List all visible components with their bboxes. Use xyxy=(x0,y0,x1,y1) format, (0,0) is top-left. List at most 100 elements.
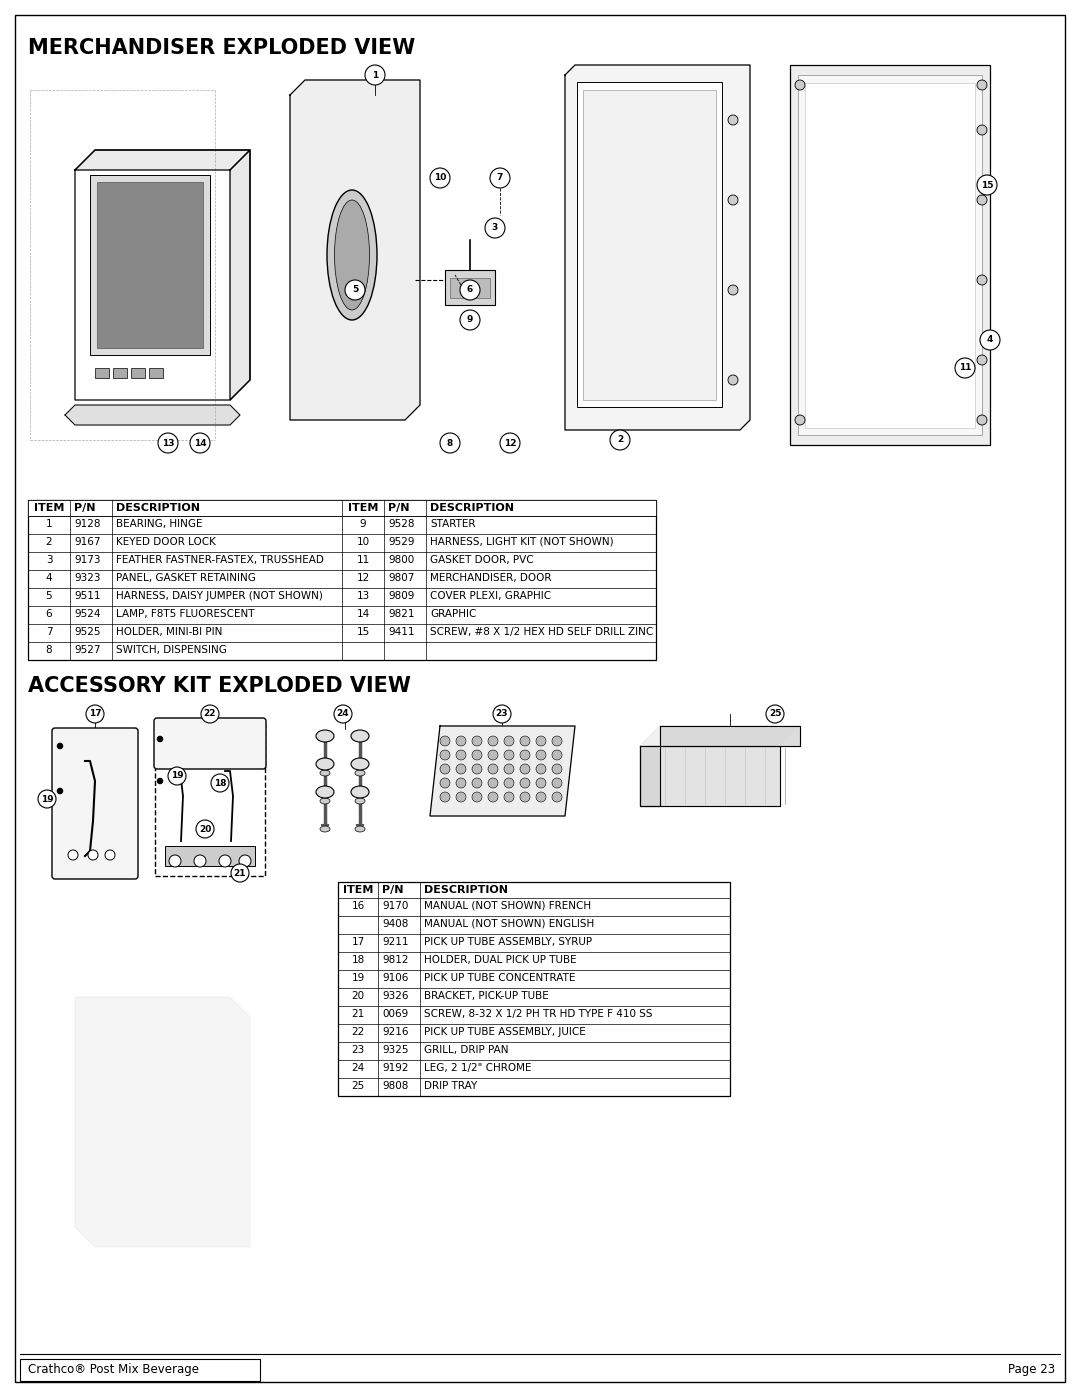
Text: 15: 15 xyxy=(356,627,369,637)
Text: 25: 25 xyxy=(769,710,781,718)
Ellipse shape xyxy=(327,190,377,320)
Circle shape xyxy=(728,196,738,205)
Text: MERCHANDISER EXPLODED VIEW: MERCHANDISER EXPLODED VIEW xyxy=(28,38,415,59)
Text: LEG, 2 1/2" CHROME: LEG, 2 1/2" CHROME xyxy=(424,1063,531,1073)
Circle shape xyxy=(440,736,450,746)
Circle shape xyxy=(456,764,465,774)
Text: 18: 18 xyxy=(351,956,365,965)
Text: 22: 22 xyxy=(351,1027,365,1037)
Text: GASKET DOOR, PVC: GASKET DOOR, PVC xyxy=(430,555,534,564)
Text: 9192: 9192 xyxy=(382,1063,408,1073)
Text: 9821: 9821 xyxy=(388,609,415,619)
Circle shape xyxy=(536,764,546,774)
Text: 10: 10 xyxy=(434,173,446,183)
Polygon shape xyxy=(565,66,750,430)
Circle shape xyxy=(456,736,465,746)
Text: 9323: 9323 xyxy=(75,573,100,583)
Text: 12: 12 xyxy=(503,439,516,447)
Circle shape xyxy=(38,789,56,807)
Text: 1: 1 xyxy=(45,520,52,529)
Circle shape xyxy=(440,433,460,453)
Circle shape xyxy=(504,750,514,760)
Bar xyxy=(450,278,490,298)
Circle shape xyxy=(552,792,562,802)
Circle shape xyxy=(219,855,231,868)
Circle shape xyxy=(977,355,987,365)
Bar xyxy=(798,75,982,434)
Text: 4: 4 xyxy=(987,335,994,345)
Text: LAMP, F8T5 FLUORESCENT: LAMP, F8T5 FLUORESCENT xyxy=(116,609,255,619)
Circle shape xyxy=(504,736,514,746)
Circle shape xyxy=(536,778,546,788)
Text: HARNESS, DAISY JUMPER (NOT SHOWN): HARNESS, DAISY JUMPER (NOT SHOWN) xyxy=(116,591,323,601)
Text: 7: 7 xyxy=(45,627,52,637)
Bar xyxy=(131,367,145,379)
Circle shape xyxy=(345,279,365,300)
Circle shape xyxy=(519,750,530,760)
Text: ACCESSORY KIT EXPLODED VIEW: ACCESSORY KIT EXPLODED VIEW xyxy=(28,676,410,696)
Circle shape xyxy=(440,778,450,788)
Circle shape xyxy=(977,175,997,196)
Text: 17: 17 xyxy=(89,710,102,718)
Text: SCREW, #8 X 1/2 HEX HD SELF DRILL ZINC: SCREW, #8 X 1/2 HEX HD SELF DRILL ZINC xyxy=(430,627,653,637)
Bar xyxy=(149,367,163,379)
Text: 9216: 9216 xyxy=(382,1027,408,1037)
Polygon shape xyxy=(640,746,660,806)
Text: HARNESS, LIGHT KIT (NOT SHOWN): HARNESS, LIGHT KIT (NOT SHOWN) xyxy=(430,536,613,548)
Text: 3: 3 xyxy=(45,555,52,564)
Text: 23: 23 xyxy=(351,1045,365,1055)
Text: 13: 13 xyxy=(356,591,369,601)
Text: 9411: 9411 xyxy=(388,627,415,637)
Text: 7: 7 xyxy=(497,173,503,183)
Circle shape xyxy=(456,750,465,760)
Ellipse shape xyxy=(335,200,369,310)
Circle shape xyxy=(460,310,480,330)
Text: 9167: 9167 xyxy=(75,536,100,548)
Circle shape xyxy=(504,792,514,802)
Circle shape xyxy=(795,80,805,89)
Bar xyxy=(95,367,109,379)
Circle shape xyxy=(728,374,738,386)
Circle shape xyxy=(460,279,480,300)
Circle shape xyxy=(977,275,987,285)
Polygon shape xyxy=(430,726,575,816)
Circle shape xyxy=(728,285,738,295)
Circle shape xyxy=(239,855,251,868)
Text: ITEM: ITEM xyxy=(348,503,378,513)
Text: 25: 25 xyxy=(351,1081,365,1091)
Circle shape xyxy=(490,168,510,189)
Text: GRILL, DRIP PAN: GRILL, DRIP PAN xyxy=(424,1045,509,1055)
Circle shape xyxy=(766,705,784,724)
Text: 9128: 9128 xyxy=(75,520,100,529)
Text: Crathco® Post Mix Beverage: Crathco® Post Mix Beverage xyxy=(28,1363,199,1376)
Ellipse shape xyxy=(316,787,334,798)
Text: 8: 8 xyxy=(447,439,454,447)
Circle shape xyxy=(440,750,450,760)
Circle shape xyxy=(977,124,987,136)
Text: 0069: 0069 xyxy=(382,1009,408,1018)
Text: 9809: 9809 xyxy=(388,591,415,601)
Ellipse shape xyxy=(351,731,369,742)
Text: 5: 5 xyxy=(45,591,52,601)
Circle shape xyxy=(440,792,450,802)
Text: 9408: 9408 xyxy=(382,919,408,929)
Polygon shape xyxy=(75,149,249,170)
Text: P/N: P/N xyxy=(388,503,409,513)
Text: PICK UP TUBE ASSEMBLY, SYRUP: PICK UP TUBE ASSEMBLY, SYRUP xyxy=(424,937,592,947)
Text: 21: 21 xyxy=(233,869,246,877)
Text: 9211: 9211 xyxy=(382,937,408,947)
Circle shape xyxy=(488,778,498,788)
Polygon shape xyxy=(65,405,240,425)
Text: 6: 6 xyxy=(467,285,473,295)
Text: PANEL, GASKET RETAINING: PANEL, GASKET RETAINING xyxy=(116,573,256,583)
Circle shape xyxy=(610,430,630,450)
Polygon shape xyxy=(75,997,249,1248)
Ellipse shape xyxy=(355,798,365,805)
Bar xyxy=(113,367,127,379)
Text: PICK UP TUBE CONCENTRATE: PICK UP TUBE CONCENTRATE xyxy=(424,972,576,983)
Circle shape xyxy=(456,778,465,788)
Text: P/N: P/N xyxy=(382,886,404,895)
Text: 9325: 9325 xyxy=(382,1045,408,1055)
Text: 9528: 9528 xyxy=(388,520,415,529)
Text: 24: 24 xyxy=(351,1063,365,1073)
